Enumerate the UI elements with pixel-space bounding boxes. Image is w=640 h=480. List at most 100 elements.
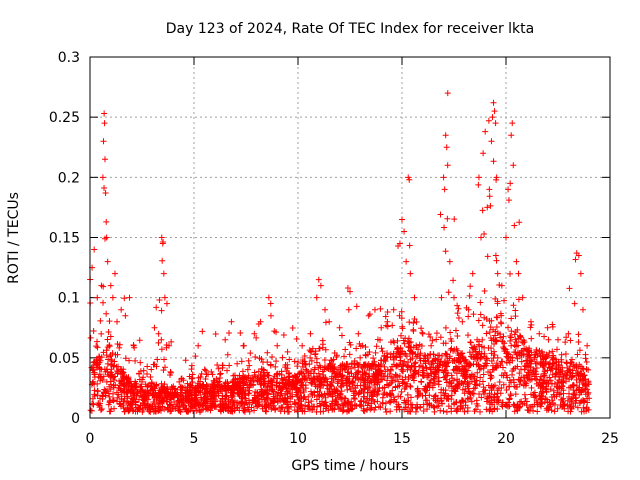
data-point <box>396 350 403 357</box>
data-point <box>407 401 414 408</box>
data-point <box>512 391 519 398</box>
data-point <box>337 367 344 374</box>
data-point <box>405 344 412 351</box>
data-point <box>100 138 107 145</box>
data-point <box>465 313 472 320</box>
data-point <box>336 324 343 331</box>
data-point <box>357 354 364 361</box>
data-point <box>555 377 562 384</box>
data-point <box>241 390 248 397</box>
data-point <box>106 318 113 325</box>
data-point <box>396 312 403 319</box>
data-point <box>100 349 107 356</box>
data-point <box>542 385 549 392</box>
data-point <box>199 402 206 409</box>
data-point <box>491 382 498 389</box>
data-point <box>335 378 342 385</box>
data-point <box>140 367 147 374</box>
data-point <box>341 353 348 360</box>
data-point <box>381 352 388 359</box>
data-point <box>246 362 253 369</box>
data-point <box>291 407 298 414</box>
data-point <box>433 336 440 343</box>
data-point <box>451 294 457 301</box>
data-point <box>118 366 125 373</box>
data-point <box>505 186 512 193</box>
data-point <box>306 361 313 368</box>
data-point <box>484 253 491 260</box>
data-point <box>362 343 369 350</box>
data-point <box>481 231 488 238</box>
data-point <box>276 370 283 377</box>
data-point <box>95 400 102 407</box>
data-point <box>479 336 486 343</box>
data-point <box>518 358 525 365</box>
data-point <box>161 294 168 301</box>
data-point <box>191 402 198 409</box>
data-point <box>440 369 447 376</box>
data-point <box>313 377 320 384</box>
data-point <box>352 402 359 409</box>
data-point <box>431 408 438 415</box>
data-point <box>110 363 117 370</box>
x-tick-label: 15 <box>393 431 411 447</box>
data-point <box>441 224 448 231</box>
data-point <box>478 234 485 241</box>
data-point <box>169 392 176 399</box>
data-point <box>298 403 305 410</box>
data-point <box>466 396 473 403</box>
data-point <box>477 374 484 381</box>
data-point <box>125 400 132 407</box>
data-point <box>389 387 396 394</box>
data-point <box>123 384 130 391</box>
data-point <box>487 372 494 379</box>
data-point <box>488 138 495 145</box>
data-point <box>486 390 493 397</box>
data-point <box>475 351 482 358</box>
data-point <box>524 360 531 367</box>
data-point <box>188 362 195 369</box>
data-point <box>97 317 104 324</box>
data-point <box>575 252 582 259</box>
data-point <box>383 322 390 329</box>
data-point <box>462 356 469 363</box>
data-point <box>313 294 320 301</box>
data-point <box>417 362 424 369</box>
data-point <box>391 396 398 403</box>
data-point <box>511 349 518 356</box>
data-point <box>578 388 585 395</box>
data-point <box>103 378 110 385</box>
data-point <box>376 367 383 374</box>
data-point <box>422 360 429 367</box>
data-point <box>160 270 167 277</box>
data-point <box>451 216 458 223</box>
data-point <box>478 343 485 350</box>
data-point <box>526 373 533 380</box>
data-point <box>332 396 339 403</box>
data-point <box>549 397 556 404</box>
data-point <box>442 373 449 380</box>
data-point <box>531 356 538 363</box>
data-point <box>202 394 209 401</box>
data-point <box>404 408 411 415</box>
data-point <box>240 381 247 388</box>
data-point <box>293 380 300 387</box>
data-point <box>446 258 453 265</box>
data-point <box>440 374 447 381</box>
data-point <box>137 387 144 394</box>
data-point <box>550 391 557 398</box>
data-point <box>492 252 499 259</box>
data-point <box>267 300 274 307</box>
data-point <box>294 363 301 370</box>
data-point <box>443 351 450 358</box>
data-point <box>370 376 377 383</box>
data-point <box>491 108 498 115</box>
data-point <box>571 363 578 370</box>
data-point <box>433 330 440 337</box>
data-point <box>394 337 401 344</box>
data-point <box>161 356 168 363</box>
data-point <box>377 305 384 312</box>
data-point <box>431 376 438 383</box>
data-point <box>493 257 500 264</box>
data-point <box>414 386 421 393</box>
